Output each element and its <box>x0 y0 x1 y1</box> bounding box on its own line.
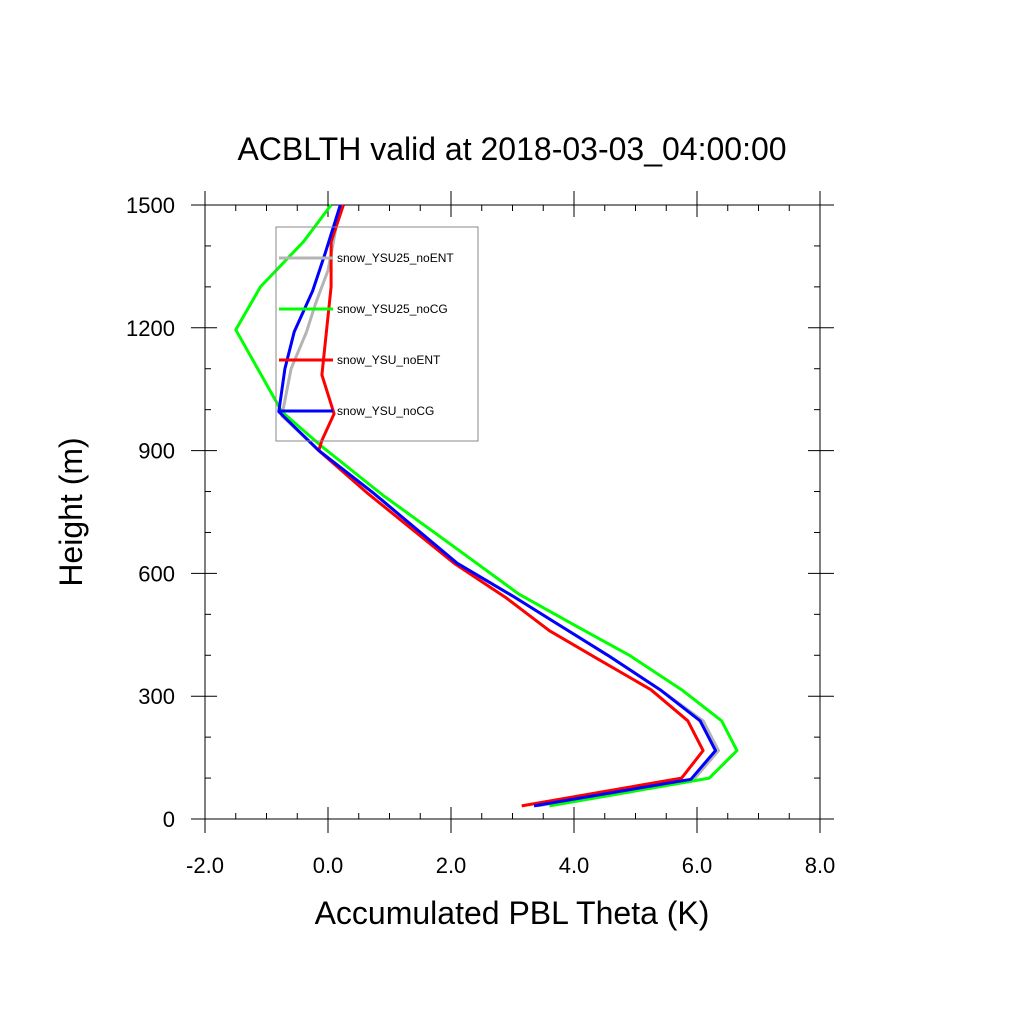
series-line-snow_YSU25_noCG <box>234 204 739 808</box>
series-line-snow_YSU25_noENT <box>280 204 720 808</box>
plot-frame <box>204 204 821 820</box>
minor-ticks <box>205 205 820 819</box>
x-tick-label: 6.0 <box>682 853 713 878</box>
series-lines <box>234 204 739 808</box>
series-line-snow_YSU_noENT <box>317 204 705 808</box>
y-axis-title: Height (m) <box>53 437 89 586</box>
legend-label: snow_YSU25_noCG <box>337 302 448 316</box>
legend: snow_YSU25_noENT snow_YSU25_noCG snow_YSU_… <box>275 226 479 442</box>
x-tick-label: 8.0 <box>805 853 836 878</box>
y-tick-label: 1500 <box>126 193 175 218</box>
y-tick-label: 1200 <box>126 316 175 341</box>
legend-label: snow_YSU_noENT <box>337 353 441 367</box>
legend-box <box>275 226 479 442</box>
x-tick-label: 0.0 <box>313 853 344 878</box>
legend-label: snow_YSU25_noENT <box>337 251 454 265</box>
y-tick-label: 600 <box>138 561 175 586</box>
x-axis-title: Accumulated PBL Theta (K) <box>315 895 710 931</box>
plot-border <box>204 204 821 820</box>
chart-title: ACBLTH valid at 2018-03-03_04:00:00 <box>237 131 786 167</box>
y-tick-label: 300 <box>138 684 175 709</box>
x-tick-label: -2.0 <box>186 853 224 878</box>
series-line-snow_YSU_noCG <box>277 204 717 808</box>
x-tick-label: 4.0 <box>559 853 590 878</box>
x-axis: -2.0 0.0 2.0 4.0 6.0 8.0 <box>186 191 835 878</box>
y-tick-label: 900 <box>138 439 175 464</box>
y-tick-label: 0 <box>163 807 175 832</box>
x-tick-label: 2.0 <box>436 853 467 878</box>
y-axis: 0 300 600 900 1200 1500 <box>126 193 834 832</box>
legend-label: snow_YSU_noCG <box>337 404 434 418</box>
